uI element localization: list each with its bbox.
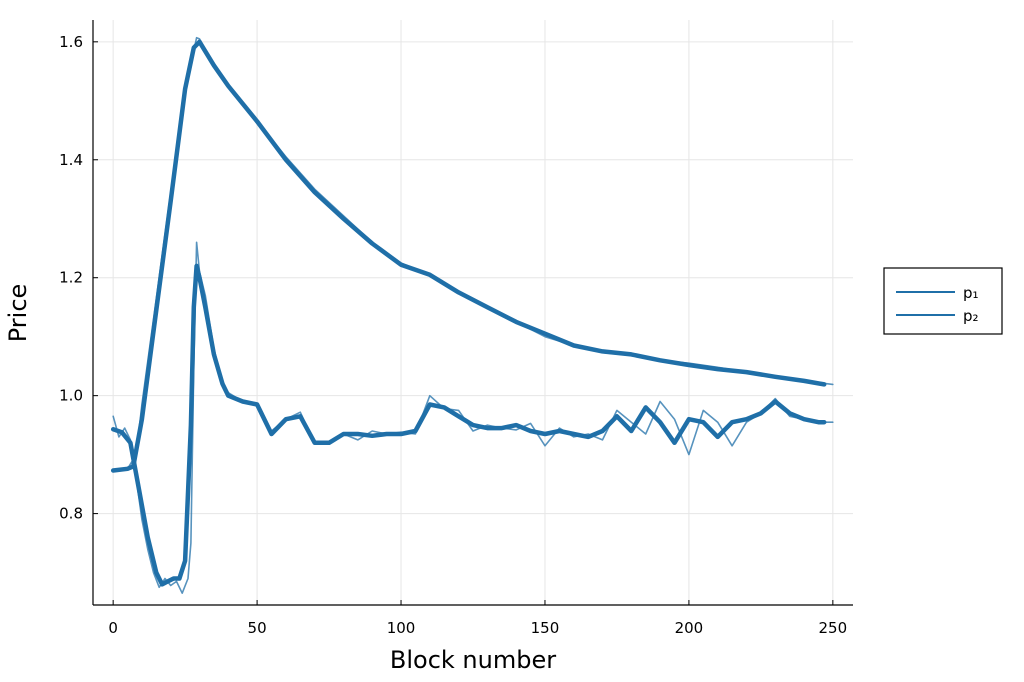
series-layer <box>110 36 834 594</box>
x-tick-label: 100 <box>387 619 416 637</box>
legend-label-p2: p₂ <box>963 307 979 325</box>
x-tick-label: 50 <box>248 619 267 637</box>
x-axis-title: Block number <box>390 646 556 674</box>
y-axis-title: Price <box>4 284 32 343</box>
legend-box <box>883 267 1003 335</box>
series-line-1 <box>112 36 834 472</box>
legend: p₁ p₂ <box>883 267 1003 335</box>
x-tick-label: 250 <box>819 619 848 637</box>
series-line-2 <box>112 241 834 594</box>
x-tick-label: 150 <box>531 619 560 637</box>
legend-label-p1: p₁ <box>963 284 979 302</box>
series-line-4 <box>110 263 827 587</box>
tick-labels: 0 50 100 150 200 250 0.8 1.0 1.2 1.4 1.6 <box>59 33 847 637</box>
grid <box>93 20 853 605</box>
y-tick-label: 1.4 <box>59 151 83 169</box>
y-tick-label: 0.8 <box>59 505 83 523</box>
y-tick-label: 1.0 <box>59 387 83 405</box>
series-line-3 <box>110 39 827 473</box>
y-tick-label: 1.2 <box>59 269 83 287</box>
x-tick-label: 0 <box>108 619 118 637</box>
x-tick-label: 200 <box>675 619 704 637</box>
y-tick-label: 1.6 <box>59 33 83 51</box>
axes <box>92 20 853 606</box>
